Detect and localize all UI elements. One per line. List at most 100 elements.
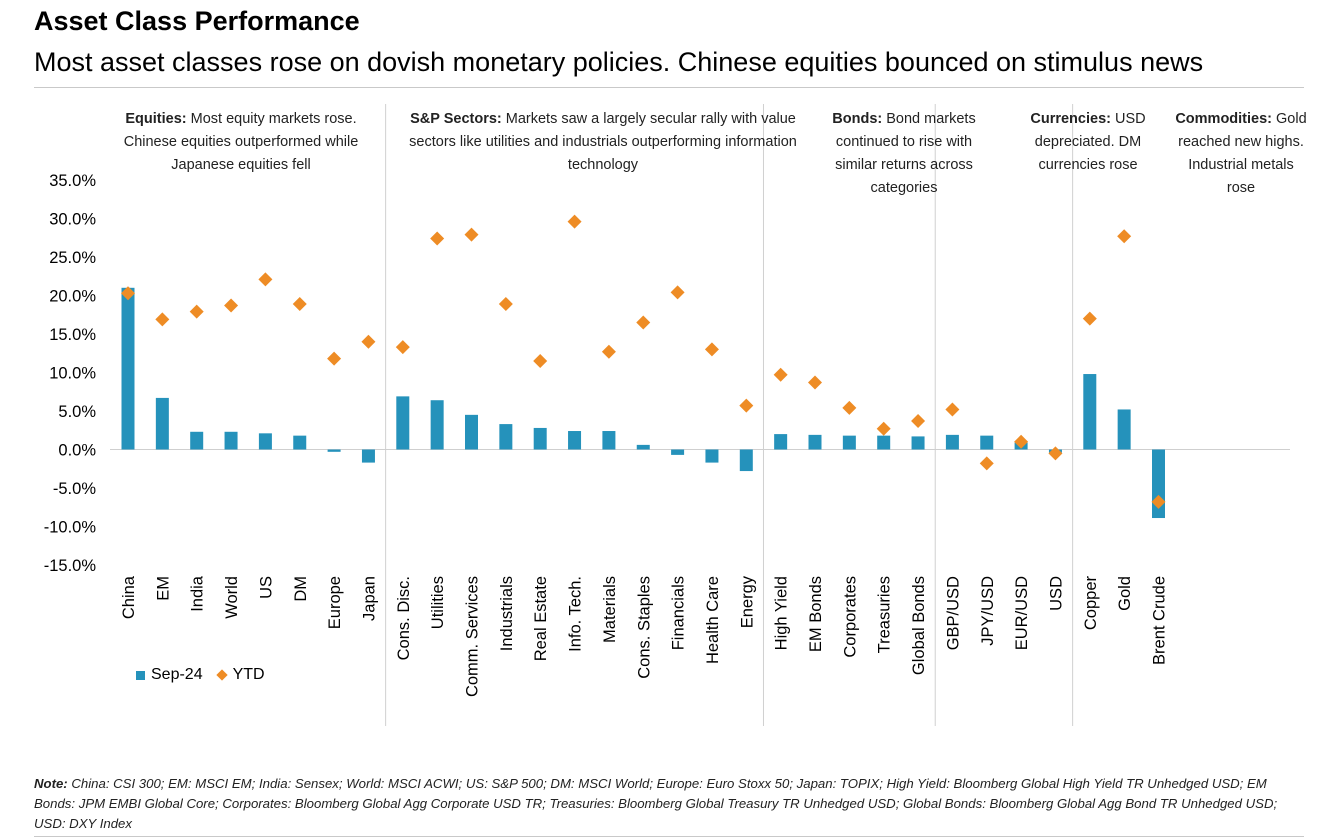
- y-tick-label: 15.0%: [49, 326, 96, 344]
- category-label: Financials: [670, 576, 688, 650]
- category-label: High Yield: [773, 576, 791, 650]
- y-tick-label: -10.0%: [44, 519, 97, 537]
- y-tick-label: 35.0%: [49, 172, 96, 190]
- category-label: JPY/USD: [979, 576, 997, 646]
- category-label: Japan: [360, 576, 378, 621]
- marker-ytd: [567, 214, 582, 229]
- category-label: Energy: [738, 575, 756, 628]
- group-description: Gold reached new highs. Industrial metal…: [1178, 111, 1307, 196]
- category-label: Corporates: [841, 576, 859, 658]
- page-title: Asset Class Performance: [34, 6, 360, 36]
- group-description: Most equity markets rose. Chinese equiti…: [123, 111, 359, 173]
- marker-ytd: [1117, 229, 1132, 244]
- marker-ytd: [224, 298, 239, 313]
- y-tick-label: 10.0%: [49, 365, 96, 383]
- bottom-divider: [34, 836, 1304, 837]
- marker-ytd: [155, 312, 170, 327]
- marker-ytd: [533, 353, 548, 368]
- category-label: Global Bonds: [910, 576, 928, 675]
- category-label: Brent Crude: [1151, 576, 1169, 665]
- group-description: Markets saw a largely secular rally with…: [409, 111, 797, 173]
- bar-sep24: [945, 434, 959, 450]
- group-heading: S&P Sectors:: [410, 111, 502, 127]
- bar-sep24: [774, 434, 788, 450]
- category-label: GBP/USD: [944, 576, 962, 650]
- y-tick-label: 25.0%: [49, 249, 96, 267]
- top-divider: [34, 87, 1304, 88]
- bar-sep24: [155, 397, 169, 450]
- legend-diamond-swatch: [215, 669, 228, 681]
- marker-ytd: [1014, 434, 1029, 449]
- marker-ytd: [842, 400, 857, 415]
- bar-sep24: [533, 427, 547, 450]
- legend-bar-swatch: [136, 670, 145, 680]
- group-header-commodities: Commodities: Gold reached new highs. Ind…: [1174, 108, 1308, 200]
- category-label: Comm. Services: [464, 576, 482, 697]
- bar-sep24: [911, 436, 925, 450]
- bar-sep24: [361, 449, 375, 463]
- category-label: USD: [1047, 576, 1065, 611]
- marker-ytd: [601, 344, 616, 359]
- marker-ytd: [498, 296, 513, 311]
- category-label: China: [120, 575, 138, 619]
- group-description: USD depreciated. DM currencies rose: [1034, 111, 1146, 173]
- marker-ytd: [1082, 311, 1097, 326]
- bar-sep24: [430, 400, 444, 450]
- category-label: Europe: [326, 576, 344, 629]
- legend-bar-label: Sep-24: [151, 666, 203, 683]
- footnote: Note: China: CSI 300; EM: MSCI EM; India…: [34, 774, 1306, 834]
- group-description: Bond markets continued to rise with simi…: [835, 111, 976, 196]
- bar-sep24: [1083, 374, 1097, 450]
- y-tick-label: 0.0%: [58, 442, 96, 460]
- marker-ytd: [739, 398, 754, 413]
- category-label: Cons. Disc.: [395, 576, 413, 660]
- bar-sep24: [602, 431, 616, 450]
- category-label: Info. Tech.: [567, 576, 585, 652]
- category-label: EM Bonds: [807, 576, 825, 652]
- marker-ytd: [636, 315, 651, 330]
- category-label: US: [257, 576, 275, 599]
- group-header-currencies: Currencies: USD depreciated. DM currenci…: [1014, 108, 1162, 177]
- page-subtitle: Most asset classes rose on dovish moneta…: [34, 47, 1204, 77]
- bar-sep24: [739, 449, 753, 472]
- bar-sep24: [808, 434, 822, 450]
- bar-sep24: [396, 396, 410, 450]
- bar-sep24: [293, 435, 307, 450]
- category-label: EUR/USD: [1013, 576, 1031, 650]
- category-label: Cons. Staples: [635, 576, 653, 679]
- marker-ytd: [1151, 494, 1166, 509]
- category-label: World: [223, 576, 241, 619]
- bar-sep24: [224, 431, 238, 450]
- category-label: Real Estate: [532, 576, 550, 661]
- group-heading: Bonds:: [832, 111, 883, 127]
- group-header-sp-sectors: S&P Sectors: Markets saw a largely secul…: [404, 108, 802, 177]
- bar-sep24: [980, 435, 994, 450]
- marker-ytd: [189, 304, 204, 319]
- legend: Sep-24 YTD: [136, 666, 265, 684]
- bar-sep24: [258, 433, 272, 450]
- bar-sep24: [190, 431, 204, 450]
- category-label: India: [189, 575, 207, 612]
- asset-class-chart: 35.0% 30.0% 25.0% 20.0% 15.0% 10.0% 5.0% 0.0% -5…: [44, 104, 1290, 726]
- marker-ytd: [395, 340, 410, 355]
- bar-sep24: [465, 414, 478, 450]
- marker-ytd: [361, 334, 376, 349]
- marker-ytd: [121, 286, 135, 301]
- group-header-equities: Equities: Most equity markets rose. Chin…: [104, 108, 378, 177]
- marker-ytd: [979, 456, 994, 471]
- y-tick-label: -15.0%: [44, 557, 97, 575]
- category-label: Industrials: [498, 576, 516, 651]
- category-label: Treasuries: [876, 576, 894, 653]
- marker-ytd: [704, 342, 719, 357]
- group-header-bonds: Bonds: Bond markets continued to rise wi…: [815, 108, 993, 200]
- category-label: Copper: [1082, 576, 1100, 631]
- bar-sep24: [636, 444, 650, 450]
- category-label: DM: [292, 576, 310, 602]
- category-label: EM: [154, 576, 172, 601]
- group-heading: Equities:: [125, 111, 187, 127]
- bar-sep24: [121, 287, 135, 450]
- footnote-label: Note:: [34, 776, 68, 791]
- marker-ytd: [327, 351, 342, 366]
- bar-sep24: [568, 431, 582, 450]
- bar-sep24: [842, 435, 856, 450]
